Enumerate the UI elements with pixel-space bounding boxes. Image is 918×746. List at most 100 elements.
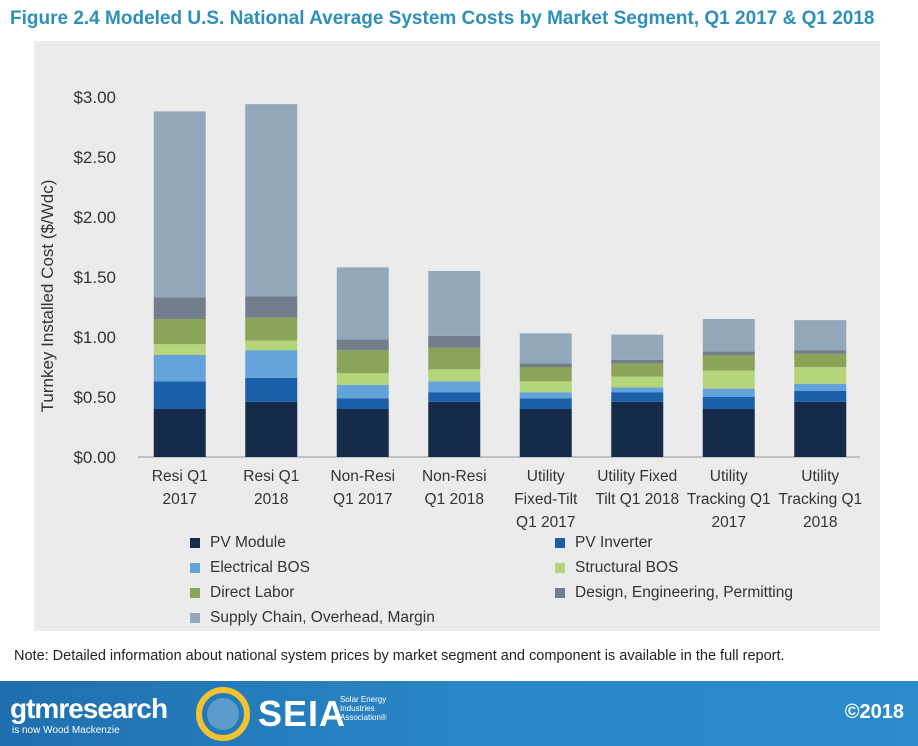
- legend-label: Structural BOS: [575, 559, 679, 576]
- x-category-label: Resi Q1 2017: [152, 468, 208, 508]
- bar-segment-pv_inverter: [428, 392, 481, 402]
- legend-item-pv_inverter: PV Inverter: [555, 534, 653, 552]
- legend-item-structural_bos: Structural BOS: [555, 559, 678, 577]
- footnote: Note: Detailed information about nationa…: [14, 648, 785, 664]
- x-category-label: Non-Resi Q1 2018: [422, 468, 487, 508]
- bar-segment-supply_chain: [336, 267, 389, 340]
- bar-segment-supply_chain: [611, 334, 664, 360]
- legend-item-electrical_bos: Electrical BOS: [190, 559, 310, 577]
- x-category-label: Resi Q1 2018: [243, 468, 299, 508]
- bar-segment-pv_inverter: [245, 377, 298, 402]
- bar-segment-electrical_bos: [519, 392, 572, 399]
- bar-group: [153, 104, 847, 457]
- chart-title: Figure 2.4 Modeled U.S. National Average…: [10, 8, 875, 29]
- legend-label: Design, Engineering, Permitting: [575, 584, 793, 601]
- legend-label: PV Inverter: [575, 534, 653, 551]
- legend-item-direct_labor: Direct Labor: [190, 584, 294, 602]
- gtm-research-subtitle: is now Wood Mackenzie: [12, 725, 120, 736]
- bar-segment-direct_labor: [611, 363, 664, 377]
- bar-segment-electrical_bos: [428, 381, 481, 393]
- bar-segment-pv_inverter: [702, 397, 755, 409]
- y-tick-label: $1.00: [73, 328, 116, 347]
- y-tick-label: $0.00: [73, 448, 116, 467]
- bar-segment-electrical_bos: [153, 355, 206, 382]
- bar-segment-pv_module: [702, 409, 755, 457]
- bar-segment-pv_inverter: [519, 398, 572, 409]
- bar-segment-electrical_bos: [702, 388, 755, 397]
- bar-segment-design: [336, 339, 389, 351]
- legend-swatch: [555, 588, 565, 598]
- bar-segment-electrical_bos: [611, 387, 664, 393]
- bar-segment-structural_bos: [153, 344, 206, 355]
- gtm-research-logo: gtmresearch: [10, 693, 168, 724]
- bar-segment-design: [702, 351, 755, 355]
- bar-segment-pv_inverter: [336, 398, 389, 409]
- bar-segment-design: [153, 297, 206, 319]
- bar-segment-design: [428, 335, 481, 348]
- bar-segment-pv_inverter: [153, 381, 206, 409]
- bar-segment-direct_labor: [794, 353, 847, 367]
- bar-segment-pv_module: [611, 401, 664, 457]
- y-tick-label: $0.50: [73, 388, 116, 407]
- bar-segment-electrical_bos: [336, 385, 389, 399]
- bar-segment-direct_labor: [519, 367, 572, 382]
- bar-segment-pv_module: [794, 401, 847, 457]
- legend-label: Electrical BOS: [210, 559, 310, 576]
- bar-segment-structural_bos: [428, 369, 481, 382]
- bar-segment-design: [519, 363, 572, 367]
- legend-swatch: [190, 613, 200, 623]
- bar-segment-electrical_bos: [245, 350, 298, 378]
- bar-segment-structural_bos: [611, 376, 664, 388]
- x-category-label: Non-Resi Q1 2017: [330, 468, 395, 508]
- bar-segment-direct_labor: [336, 350, 389, 373]
- stacked-bar-chart: $0.00 $0.50 $1.00 $1.50 $2.00 $2.50 $3.00 Turn…: [38, 88, 862, 531]
- legend-swatch: [190, 563, 200, 573]
- bar-segment-supply_chain: [428, 271, 481, 336]
- seia-full-name: Solar Energy Industries Association®: [340, 695, 387, 722]
- copyright: ©2018: [844, 701, 904, 723]
- bar-segment-design: [245, 296, 298, 318]
- bar-segment-direct_labor: [153, 319, 206, 345]
- y-tick-label: $1.50: [73, 268, 116, 287]
- bar-segment-structural_bos: [702, 370, 755, 389]
- legend-item-pv_module: PV Module: [190, 534, 286, 552]
- bar-segment-pv_module: [153, 409, 206, 457]
- y-tick-label: $2.00: [73, 208, 116, 227]
- legend-swatch: [555, 563, 565, 573]
- bar-segment-design: [611, 359, 664, 364]
- bar-segment-direct_labor: [428, 347, 481, 370]
- x-category-label: Utility Tracking Q1 2018: [778, 468, 862, 531]
- legend-item-design: Design, Engineering, Permitting: [555, 584, 793, 602]
- bar-segment-direct_labor: [245, 317, 298, 341]
- bar-segment-supply_chain: [245, 104, 298, 297]
- legend-item-supply_chain: Supply Chain, Overhead, Margin: [190, 609, 435, 627]
- bar-segment-structural_bos: [794, 367, 847, 384]
- bar-segment-supply_chain: [702, 319, 755, 352]
- bar-segment-supply_chain: [153, 111, 206, 298]
- bar-segment-structural_bos: [336, 373, 389, 385]
- bar-segment-direct_labor: [702, 355, 755, 371]
- legend-label: PV Module: [210, 534, 286, 551]
- legend-swatch: [190, 538, 200, 548]
- bar-segment-structural_bos: [245, 340, 298, 351]
- bar-segment-supply_chain: [794, 320, 847, 351]
- bar-segment-pv_module: [336, 409, 389, 457]
- bar-segment-structural_bos: [519, 381, 572, 393]
- bar-segment-pv_module: [428, 401, 481, 457]
- bar-segment-pv_inverter: [794, 391, 847, 402]
- x-axis-categories: Resi Q1 2017 Resi Q1 2018 Non-Resi Q1 2017 Non…: [152, 468, 862, 531]
- bar-segment-pv_inverter: [611, 392, 664, 402]
- footer-bar: gtmresearch is now Wood Mackenzie SEIA S…: [0, 681, 918, 746]
- legend-label: Supply Chain, Overhead, Margin: [210, 609, 435, 626]
- seia-logo-text: SEIA: [258, 693, 347, 734]
- y-axis-label: Turnkey Installed Cost ($/Wdc): [38, 180, 57, 413]
- legend-swatch: [555, 538, 565, 548]
- seia-sun-icon: [196, 687, 250, 741]
- legend-label: Direct Labor: [210, 584, 295, 601]
- bar-segment-pv_module: [245, 401, 298, 457]
- bar-segment-pv_module: [519, 409, 572, 457]
- legend-swatch: [190, 588, 200, 598]
- x-category-label: Utility Fixed Tilt Q1 2018: [595, 468, 679, 508]
- x-category-label: Utility Tracking Q1 2017: [687, 468, 771, 531]
- y-axis-ticks: $0.00 $0.50 $1.00 $1.50 $2.00 $2.50 $3.00: [73, 88, 116, 467]
